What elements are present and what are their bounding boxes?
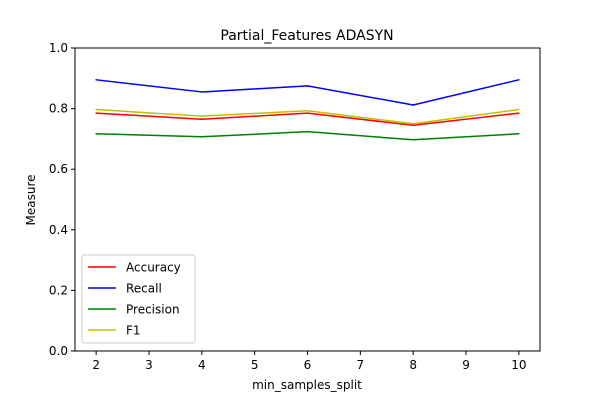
x-tick-label: 8 [409, 358, 417, 372]
y-tick-label: 0.8 [49, 102, 68, 116]
data-point-f1-10 [518, 108, 520, 111]
data-point-f1-2 [95, 108, 97, 111]
x-axis-title: min_samples_split [252, 378, 362, 392]
data-point-accuracy-8 [412, 124, 414, 127]
x-tick-label: 7 [357, 358, 365, 372]
y-tick-label: 0.4 [49, 223, 68, 237]
x-tick-label: 6 [304, 358, 312, 372]
chart-title: Partial_Features ADASYN [220, 28, 393, 44]
legend-label-precision: Precision [126, 303, 180, 317]
x-tick-label: 5 [251, 358, 259, 372]
x-tick-label: 4 [198, 358, 206, 372]
x-tick-label: 3 [145, 358, 153, 372]
legend-label-f1: F1 [126, 324, 141, 338]
data-point-precision-8 [412, 139, 414, 141]
data-point-recall-8 [412, 104, 414, 106]
data-point-f1-4 [201, 115, 203, 117]
data-point-precision-6 [306, 130, 309, 133]
x-tick-label: 2 [92, 358, 100, 372]
data-point-accuracy-2 [95, 112, 97, 114]
legend-label-recall: Recall [126, 282, 162, 296]
axes-layer: 2 3 4 5 6 7 8 9 10 0.0 0.2 0.4 0.6 0.8 1.0 [49, 41, 541, 372]
data-point-accuracy-6 [306, 112, 309, 114]
x-tick-label: 9 [462, 358, 470, 372]
data-point-accuracy-10 [518, 112, 520, 114]
y-tick-label: 0.0 [49, 344, 68, 358]
data-point-f1-6 [306, 109, 309, 112]
data-point-precision-4 [201, 136, 203, 138]
legend-label-accuracy: Accuracy [126, 261, 181, 275]
data-point-recall-10 [518, 79, 520, 81]
series-layer [95, 79, 520, 141]
y-axis-title: Measure [24, 175, 38, 226]
data-point-recall-2 [95, 79, 97, 81]
y-tick-label: 0.2 [49, 283, 68, 297]
y-tick-label: 0.6 [49, 162, 68, 176]
data-point-precision-2 [95, 133, 97, 135]
legend: Accuracy Recall Precision F1 [81, 254, 196, 344]
y-tick-label: 1.0 [49, 41, 68, 55]
data-point-recall-4 [201, 91, 203, 93]
x-tick-label: 10 [511, 358, 526, 372]
data-point-accuracy-4 [201, 118, 203, 120]
data-point-precision-10 [518, 133, 520, 135]
data-point-f1-8 [412, 123, 414, 125]
data-point-recall-6 [306, 85, 309, 87]
legend-box [81, 254, 196, 344]
